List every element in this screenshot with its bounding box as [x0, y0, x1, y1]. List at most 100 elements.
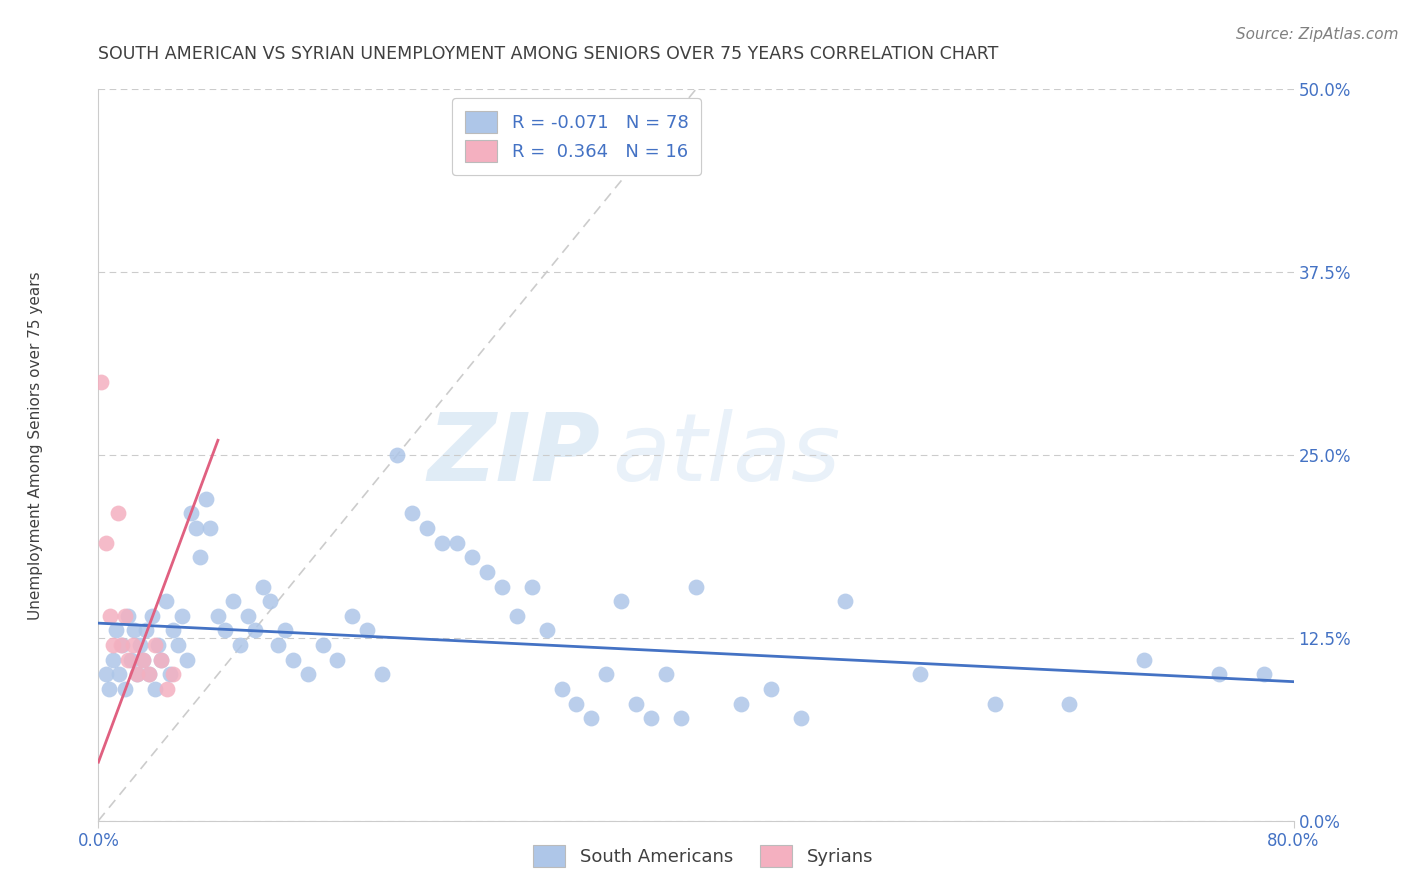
Point: [188, 550, 211, 565]
Point: [194, 491, 218, 506]
Point: [1133, 653, 1156, 667]
Point: [114, 681, 136, 696]
Point: [103, 653, 125, 667]
Point: [274, 624, 297, 638]
Point: [430, 535, 453, 549]
Point: [121, 638, 143, 652]
Point: [222, 594, 245, 608]
Legend: South Americans, Syrians: South Americans, Syrians: [526, 838, 880, 874]
Point: [834, 594, 856, 608]
Point: [1208, 667, 1230, 681]
Point: [110, 638, 132, 652]
Point: [156, 681, 179, 696]
Point: [446, 535, 468, 549]
Point: [401, 507, 423, 521]
Point: [685, 580, 707, 594]
Point: [520, 580, 543, 594]
Point: [581, 711, 603, 725]
Point: [267, 638, 290, 652]
Point: [356, 624, 378, 638]
Text: atlas: atlas: [612, 409, 841, 500]
Point: [640, 711, 662, 725]
Point: [624, 697, 647, 711]
Point: [730, 697, 752, 711]
Point: [97, 681, 120, 696]
Legend: R = -0.071   N = 78, R =  0.364   N = 16: R = -0.071 N = 78, R = 0.364 N = 16: [451, 98, 702, 175]
Point: [94, 535, 117, 549]
Point: [371, 667, 394, 681]
Point: [120, 653, 142, 667]
Point: [138, 667, 160, 681]
Point: [1059, 697, 1081, 711]
Point: [162, 667, 184, 681]
Point: [669, 711, 692, 725]
Point: [550, 681, 572, 696]
Point: [214, 624, 236, 638]
Point: [342, 608, 364, 623]
Point: [111, 638, 134, 652]
Point: [789, 711, 811, 725]
Point: [117, 653, 139, 667]
Point: [127, 667, 149, 681]
Point: [281, 653, 304, 667]
Point: [135, 624, 157, 638]
Point: [908, 667, 931, 681]
Point: [475, 565, 498, 579]
Point: [148, 638, 170, 652]
Point: [103, 638, 125, 652]
Point: [105, 624, 128, 638]
Point: [108, 667, 131, 681]
Point: [150, 653, 173, 667]
Point: [132, 653, 155, 667]
Point: [114, 608, 136, 623]
Point: [200, 521, 222, 535]
Point: [1253, 667, 1275, 681]
Point: [595, 667, 617, 681]
Text: Source: ZipAtlas.com: Source: ZipAtlas.com: [1236, 27, 1399, 42]
Point: [655, 667, 678, 681]
Point: [98, 608, 122, 623]
Point: [129, 638, 152, 652]
Point: [506, 608, 529, 623]
Point: [385, 448, 409, 462]
Point: [229, 638, 252, 652]
Point: [416, 521, 439, 535]
Point: [94, 667, 117, 681]
Point: [124, 624, 146, 638]
Text: Unemployment Among Seniors over 75 years: Unemployment Among Seniors over 75 years: [28, 272, 42, 620]
Point: [536, 624, 558, 638]
Point: [297, 667, 319, 681]
Point: [610, 594, 633, 608]
Point: [565, 697, 588, 711]
Point: [143, 638, 166, 652]
Point: [759, 681, 782, 696]
Point: [127, 667, 149, 681]
Text: SOUTH AMERICAN VS SYRIAN UNEMPLOYMENT AMONG SENIORS OVER 75 YEARS CORRELATION CH: SOUTH AMERICAN VS SYRIAN UNEMPLOYMENT AM…: [98, 45, 998, 62]
Point: [326, 653, 349, 667]
Point: [259, 594, 281, 608]
Point: [90, 375, 112, 389]
Point: [117, 608, 139, 623]
Point: [461, 550, 484, 565]
Point: [207, 608, 229, 623]
Text: ZIP: ZIP: [427, 409, 600, 501]
Point: [491, 580, 513, 594]
Point: [252, 580, 274, 594]
Point: [159, 667, 181, 681]
Point: [184, 521, 207, 535]
Point: [138, 667, 160, 681]
Point: [983, 697, 1005, 711]
Point: [166, 638, 188, 652]
Point: [132, 653, 155, 667]
Point: [180, 507, 202, 521]
Point: [162, 624, 184, 638]
Point: [150, 653, 173, 667]
Point: [141, 608, 163, 623]
Point: [172, 608, 194, 623]
Point: [311, 638, 333, 652]
Point: [245, 624, 267, 638]
Point: [236, 608, 259, 623]
Point: [107, 507, 129, 521]
Point: [155, 594, 177, 608]
Point: [143, 681, 166, 696]
